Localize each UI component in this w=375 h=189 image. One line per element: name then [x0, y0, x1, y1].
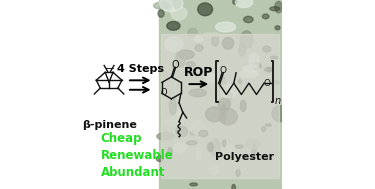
- Ellipse shape: [235, 145, 243, 148]
- Ellipse shape: [270, 7, 279, 11]
- Ellipse shape: [168, 148, 172, 156]
- Ellipse shape: [236, 0, 253, 8]
- Ellipse shape: [210, 139, 220, 156]
- Ellipse shape: [267, 67, 273, 71]
- Text: Renewable: Renewable: [100, 149, 173, 162]
- Ellipse shape: [272, 106, 288, 122]
- Ellipse shape: [228, 93, 232, 99]
- Ellipse shape: [190, 121, 205, 134]
- Text: Abundant: Abundant: [100, 167, 165, 179]
- Ellipse shape: [221, 104, 226, 123]
- Ellipse shape: [177, 108, 184, 123]
- Ellipse shape: [212, 35, 219, 46]
- Ellipse shape: [176, 126, 188, 137]
- Ellipse shape: [249, 54, 259, 67]
- Ellipse shape: [232, 184, 236, 189]
- Ellipse shape: [190, 131, 196, 135]
- Ellipse shape: [159, 0, 183, 12]
- Ellipse shape: [178, 50, 194, 59]
- Ellipse shape: [253, 63, 261, 69]
- Text: n: n: [274, 96, 280, 106]
- Ellipse shape: [165, 37, 183, 52]
- Ellipse shape: [220, 77, 226, 95]
- Ellipse shape: [240, 100, 246, 112]
- Ellipse shape: [206, 73, 216, 83]
- Ellipse shape: [263, 46, 271, 52]
- Ellipse shape: [238, 80, 242, 84]
- Ellipse shape: [252, 143, 256, 160]
- Ellipse shape: [171, 7, 187, 20]
- Ellipse shape: [195, 45, 203, 51]
- Ellipse shape: [244, 16, 253, 23]
- Ellipse shape: [196, 147, 201, 160]
- Ellipse shape: [176, 50, 185, 67]
- Ellipse shape: [170, 97, 176, 115]
- Ellipse shape: [219, 108, 237, 125]
- Ellipse shape: [194, 36, 202, 42]
- Bar: [93, 0, 163, 189]
- Ellipse shape: [209, 166, 219, 174]
- Bar: [161, 34, 279, 178]
- Ellipse shape: [271, 56, 278, 59]
- Ellipse shape: [222, 37, 234, 49]
- Text: O: O: [161, 88, 168, 98]
- Text: Polyester: Polyester: [214, 152, 274, 162]
- Ellipse shape: [198, 3, 213, 16]
- Ellipse shape: [239, 71, 258, 78]
- Text: O: O: [219, 66, 226, 75]
- Ellipse shape: [156, 156, 163, 162]
- Ellipse shape: [173, 0, 181, 10]
- Text: 4 Steps: 4 Steps: [117, 64, 164, 74]
- Ellipse shape: [188, 28, 197, 36]
- Ellipse shape: [239, 44, 246, 56]
- Ellipse shape: [275, 2, 282, 13]
- Ellipse shape: [220, 84, 237, 98]
- Ellipse shape: [187, 141, 197, 145]
- Ellipse shape: [216, 22, 236, 32]
- Ellipse shape: [174, 143, 186, 153]
- Ellipse shape: [153, 2, 170, 9]
- Text: ROP: ROP: [184, 66, 213, 79]
- Bar: [159, 0, 282, 189]
- Ellipse shape: [218, 98, 231, 111]
- Ellipse shape: [240, 31, 253, 49]
- Ellipse shape: [167, 22, 180, 30]
- Ellipse shape: [245, 139, 260, 149]
- Text: O: O: [171, 60, 179, 70]
- Text: β-pinene: β-pinene: [82, 120, 136, 130]
- Ellipse shape: [189, 89, 207, 97]
- Ellipse shape: [208, 143, 213, 151]
- Ellipse shape: [216, 144, 234, 157]
- Ellipse shape: [157, 133, 174, 140]
- Ellipse shape: [190, 183, 198, 186]
- Text: Cheap: Cheap: [100, 132, 142, 145]
- Text: O: O: [264, 79, 271, 88]
- Ellipse shape: [162, 72, 168, 77]
- Ellipse shape: [264, 67, 273, 72]
- Ellipse shape: [233, 0, 237, 4]
- Ellipse shape: [243, 65, 259, 72]
- Ellipse shape: [275, 26, 280, 30]
- Ellipse shape: [266, 124, 272, 126]
- Ellipse shape: [186, 62, 195, 67]
- Ellipse shape: [203, 33, 220, 36]
- Ellipse shape: [158, 10, 164, 17]
- Ellipse shape: [270, 81, 280, 84]
- Ellipse shape: [199, 130, 208, 137]
- Ellipse shape: [236, 170, 240, 177]
- Ellipse shape: [165, 118, 183, 126]
- Ellipse shape: [262, 127, 266, 132]
- Ellipse shape: [222, 140, 226, 147]
- Ellipse shape: [262, 14, 269, 19]
- Ellipse shape: [206, 107, 223, 122]
